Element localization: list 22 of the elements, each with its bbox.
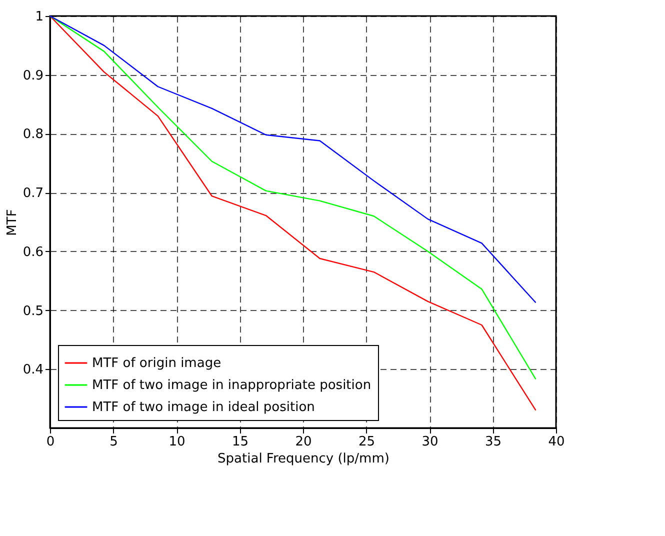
legend-label: MTF of two image in ideal position <box>92 400 315 415</box>
y-tick-label: 0.8 <box>22 127 44 142</box>
x-tick-label: 20 <box>295 434 312 450</box>
x-tick-label: 25 <box>358 434 376 450</box>
y-axis-title: MTF <box>4 209 20 236</box>
x-tick-label: 35 <box>484 434 502 450</box>
y-tick-label: 0.7 <box>22 186 44 202</box>
y-tick-label: 0.6 <box>22 244 44 260</box>
line-series <box>49 15 536 304</box>
y-tick-label: 1 <box>35 10 44 24</box>
x-tick-label: 15 <box>232 434 249 450</box>
legend-label: MTF of two image in inappropriate position <box>92 378 372 393</box>
y-tick-label: 0.5 <box>22 304 44 319</box>
x-tick-label: 10 <box>168 434 186 450</box>
y-tick-label: 0.9 <box>22 68 44 84</box>
x-tick-label: 30 <box>422 434 438 450</box>
x-tick-label: 40 <box>548 434 565 450</box>
x-tick-label: 0 <box>46 434 55 450</box>
x-tick-label: 5 <box>110 434 118 450</box>
x-axis-title: Spatial Frequency (lp/mm) <box>218 452 390 466</box>
y-tick-label: 0.4 <box>22 362 44 378</box>
legend-label: MTF of origin image <box>92 356 222 371</box>
